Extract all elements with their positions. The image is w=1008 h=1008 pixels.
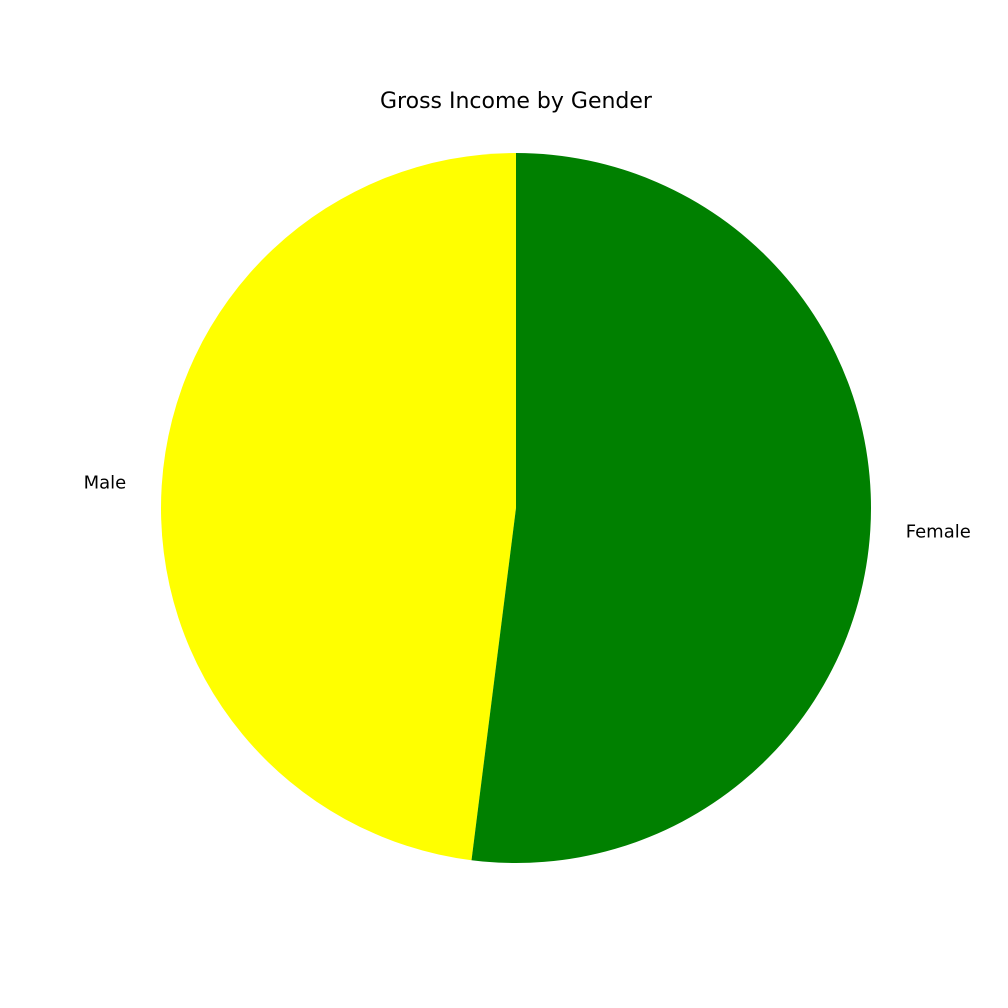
chart-title: Gross Income by Gender (380, 89, 653, 114)
pie-label-female: Female (906, 522, 971, 543)
pie-labels: Male Female (84, 472, 971, 542)
pie-slice-male (160, 153, 516, 861)
pie-slices (160, 153, 871, 863)
pie-slice-female (471, 153, 871, 863)
pie-label-male: Male (84, 472, 127, 493)
